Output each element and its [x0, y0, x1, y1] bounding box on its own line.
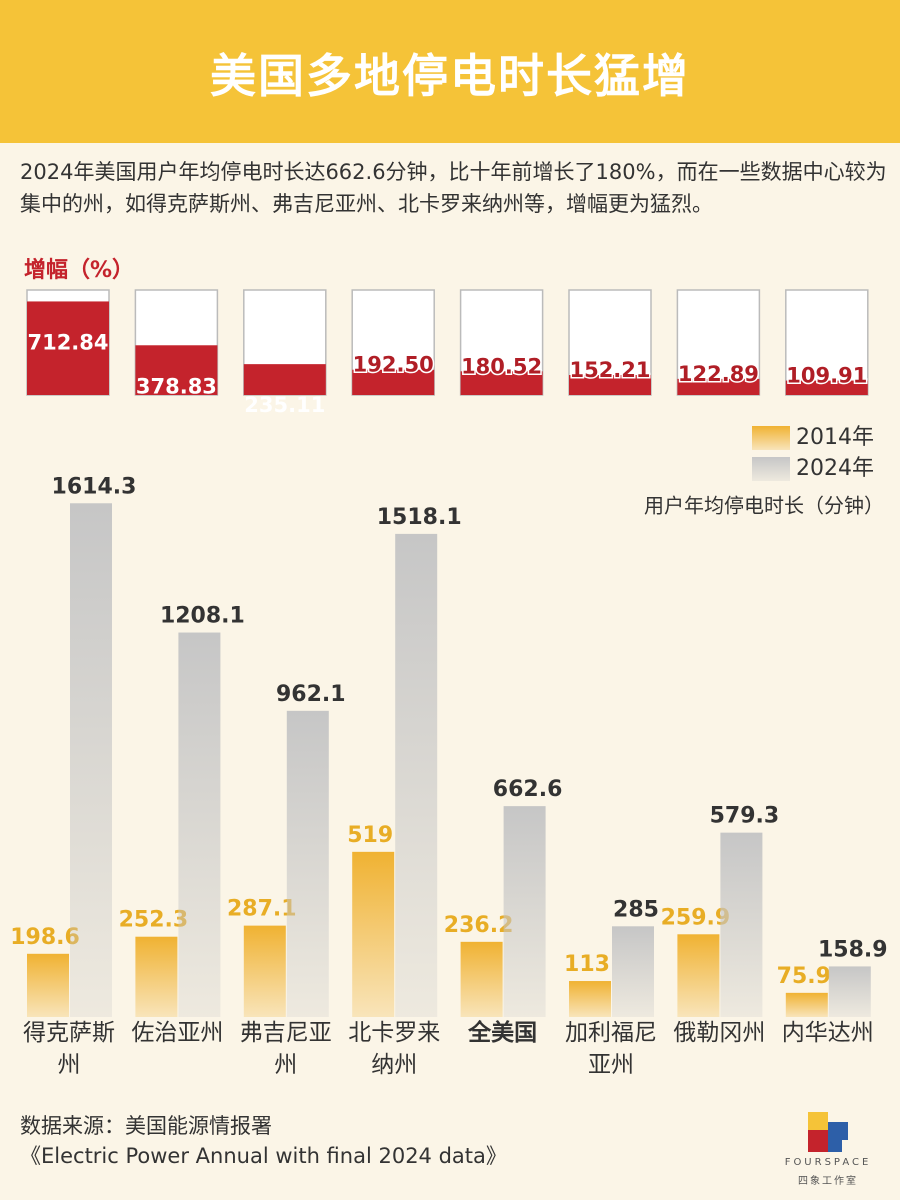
value-label: 1518.1 [377, 505, 462, 530]
value-label: 252.3 [119, 908, 189, 933]
intro: 2024年美国用户年均停电时长达662.6分钟，比十年前增长了180%，而在一些… [20, 160, 887, 216]
value-label: 259.9 [661, 905, 731, 930]
logo-name: FOURSPACE [784, 1157, 872, 1168]
bar [503, 806, 546, 1017]
bar [135, 936, 178, 1017]
value-label: 1614.3 [52, 474, 137, 499]
bar [677, 934, 720, 1017]
growth-label: 122.89 [678, 362, 759, 386]
value-label: 579.3 [710, 804, 780, 829]
bar [70, 503, 112, 1017]
growth-bar [785, 380, 868, 395]
x-tick-label: 弗吉尼亚州 [239, 1020, 332, 1078]
bar [460, 941, 503, 1017]
value-label: 285 [613, 897, 659, 922]
value-label: 519 [347, 823, 393, 848]
bar [286, 710, 329, 1017]
growth-bar [569, 375, 651, 395]
legend-swatch [752, 426, 790, 450]
growth-label: 712.84 [27, 330, 108, 354]
x-tick-label: 加利福尼亚州 [565, 1020, 657, 1078]
x-tick-label: 佐治亚州 [131, 1020, 224, 1046]
bar [720, 832, 763, 1017]
growth-label: 235.11 [244, 393, 325, 417]
bar [352, 851, 395, 1017]
value-label: 287.1 [227, 897, 297, 922]
value-label: 198.6 [10, 925, 80, 950]
growth-bar [135, 345, 218, 395]
x-tick-label: 内华达州 [781, 1020, 874, 1046]
x-tick-label: 全美国 [468, 1020, 538, 1046]
growth-label: 152.21 [569, 358, 650, 382]
growth-bar [677, 378, 760, 395]
header-band [0, 0, 900, 143]
y-axis-label: 用户年均停电时长（分钟） [644, 494, 884, 518]
growth-bar [460, 371, 543, 395]
growth-label: 192.50 [353, 353, 434, 377]
growth-label: 109.91 [786, 364, 867, 388]
value-label: 1208.1 [160, 604, 245, 629]
legend-swatch [752, 457, 790, 481]
value-label: 158.9 [818, 937, 888, 962]
title: 美国多地停电时长猛增 [210, 49, 690, 103]
bar [828, 966, 871, 1017]
bar [243, 925, 286, 1017]
logo-subtitle: 四象工作室 [798, 1176, 858, 1187]
value-label: 962.1 [276, 682, 346, 707]
value-label: 75.9 [777, 964, 831, 989]
growth-bar [27, 301, 109, 395]
bar [569, 981, 611, 1017]
value-label: 662.6 [493, 777, 563, 802]
bar [178, 632, 221, 1017]
growth-label: 180.52 [461, 354, 542, 378]
legend-label: 2014年 [796, 425, 874, 450]
legend-label: 2024年 [796, 456, 874, 481]
source: 数据来源：美国能源情报署 [20, 1114, 272, 1138]
growth-box [676, 289, 761, 396]
x-tick-label: 得克萨斯州 [23, 1020, 115, 1078]
growth-title: 增幅（%） [24, 257, 134, 283]
value-label: 113 [564, 952, 610, 977]
value-label: 236.2 [444, 913, 514, 938]
growth-label: 378.83 [136, 374, 217, 398]
growth-bar [352, 369, 435, 395]
bar [612, 926, 654, 1017]
x-tick-label: 北卡罗来纳州 [348, 1020, 441, 1078]
growth-bar [243, 364, 326, 395]
growth-box [785, 289, 869, 396]
bar [785, 992, 828, 1017]
logo-mark [808, 1112, 848, 1152]
bar [27, 953, 69, 1017]
source: 《Electric Power Annual with final 2024 d… [20, 1144, 507, 1168]
x-tick-label: 俄勒冈州 [673, 1020, 766, 1046]
bar [395, 533, 438, 1017]
